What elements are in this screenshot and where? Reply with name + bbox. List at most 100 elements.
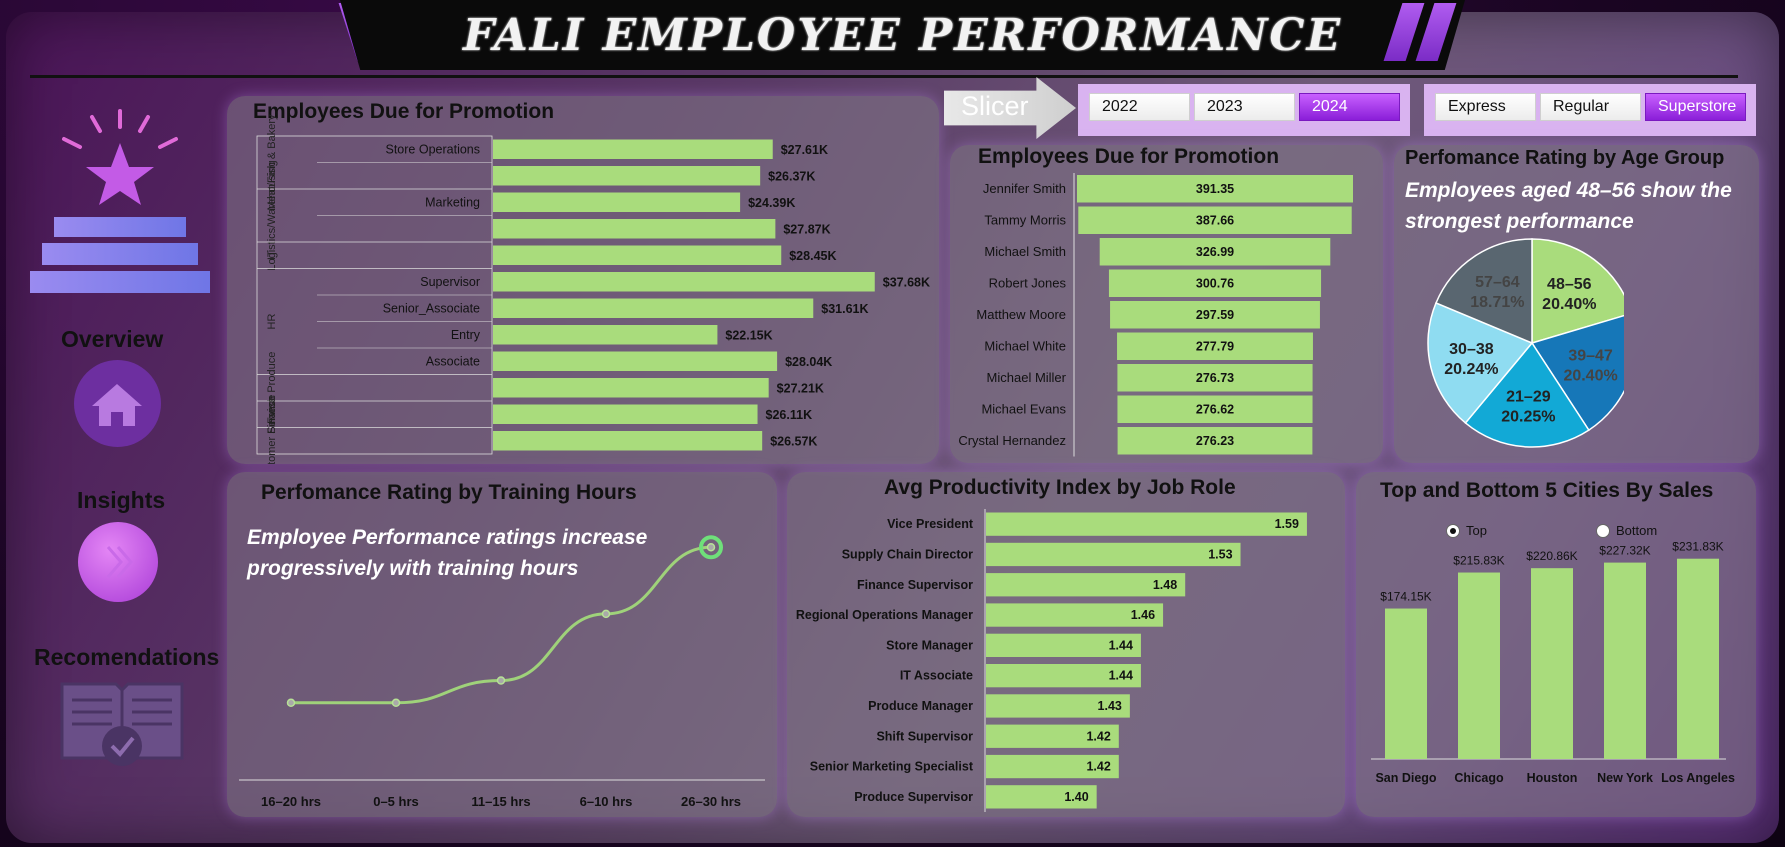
age-slice-label: 39–47: [1568, 348, 1613, 365]
emp-bar: [1077, 175, 1353, 203]
prod-data-label: 1.59: [1275, 517, 1299, 531]
year-2023-button[interactable]: 2023: [1194, 93, 1295, 121]
prod-category-label: Produce Manager: [868, 699, 973, 713]
year-2022-button[interactable]: 2022: [1089, 93, 1190, 121]
age-slice-value: 18.71%: [1470, 294, 1524, 311]
prod-bar: [986, 664, 1141, 688]
emp-category-label: Robert Jones: [989, 275, 1067, 290]
dept-group-label: Finance: [266, 395, 278, 434]
nav-overview-button[interactable]: [74, 360, 161, 447]
prod-data-label: 1.53: [1208, 547, 1232, 561]
age-slice-label: 48–56: [1547, 276, 1592, 293]
title-divider: [30, 75, 1738, 78]
radio-top-option[interactable]: Top: [1446, 523, 1487, 538]
dept-bar: [493, 404, 758, 424]
book-check-icon[interactable]: [58, 678, 186, 770]
store-superstore-button[interactable]: Superstore: [1645, 93, 1746, 121]
emp-bar: [1117, 395, 1313, 423]
prod-category-label: Produce Supervisor: [854, 790, 973, 804]
prod-data-label: 1.44: [1109, 638, 1133, 652]
dept-bar: [493, 351, 778, 371]
city-x-tick: Los Angeles: [1661, 771, 1735, 785]
emp-data-label: 276.62: [1196, 402, 1234, 416]
dept-category-label: Entry: [451, 328, 481, 342]
radio-bottom-circle[interactable]: [1596, 523, 1610, 538]
prod-category-label: Senior Marketing Specialist: [810, 760, 974, 774]
prod-category-label: Shift Supervisor: [876, 729, 973, 743]
training-hours-insight: Employee Performance ratings increase pr…: [247, 526, 648, 580]
prod-bar: [986, 754, 1119, 779]
radio-top-circle[interactable]: [1446, 523, 1460, 538]
emp-bar: [1117, 427, 1313, 455]
prod-bar: [986, 785, 1097, 809]
dept-category-label: Associate: [426, 354, 480, 368]
training-point: [391, 698, 401, 708]
dept-group-label: HR: [266, 314, 278, 330]
age-pie-slice: [1435, 238, 1533, 345]
emp-category-label: Michael White: [984, 338, 1066, 353]
emp-data-label: 300.76: [1196, 276, 1234, 290]
emp-bar: [1110, 301, 1320, 329]
nav-overview-label: Overview: [61, 326, 164, 352]
emp-bar: [1108, 269, 1322, 297]
promotion-by-employee-title: Employees Due for Promotion: [978, 145, 1280, 168]
age-slice-label: 57–64: [1475, 274, 1520, 291]
emp-data-label: 276.73: [1196, 371, 1234, 385]
dept-data-label: $26.37K: [768, 169, 815, 183]
training-point: [601, 609, 611, 619]
dept-category-label: Store Operations: [386, 142, 481, 156]
dept-data-label: $26.57K: [770, 434, 817, 448]
prod-data-label: 1.43: [1098, 699, 1122, 713]
dept-bar: [493, 272, 875, 292]
dept-data-label: $24.39K: [748, 196, 795, 210]
nav-insights-button[interactable]: [78, 522, 158, 602]
emp-category-label: Jennifer Smith: [983, 181, 1066, 196]
promotion-by-department-title: Employees Due for Promotion: [253, 100, 555, 123]
prod-data-label: 1.44: [1109, 669, 1133, 683]
dept-data-label: $27.21K: [777, 381, 824, 395]
dept-bar: [493, 166, 761, 186]
cities-bar-chart: $174.15K San Diego $215.83K Chicago $220.86K…: [1371, 540, 1735, 785]
radio-bottom-option[interactable]: Bottom: [1596, 523, 1657, 538]
age-pie-slice: [1530, 314, 1624, 432]
emp-bar: [1099, 238, 1331, 266]
dept-category-label: Marketing: [425, 195, 480, 209]
prod-data-label: 1.48: [1153, 578, 1177, 592]
store-express-button[interactable]: Express: [1435, 93, 1536, 121]
prod-bar: [986, 603, 1164, 627]
city-x-tick: San Diego: [1375, 771, 1436, 785]
dept-bar: [493, 431, 763, 451]
nav-recommendations-label: Recomendations: [34, 644, 220, 670]
dept-group-label: Customer Service: [266, 397, 278, 464]
slicer-label: Slicer: [961, 91, 1029, 121]
dept-group-label: Logistics/Warehousing: [266, 160, 278, 270]
training-series-line: [291, 545, 712, 705]
year-2024-button[interactable]: 2024: [1299, 93, 1400, 121]
training-x-tick: 26–30 hrs: [681, 794, 741, 809]
dept-category-label: Supervisor: [420, 275, 480, 289]
emp-category-label: Michael Miller: [987, 370, 1067, 385]
prod-data-label: 1.46: [1131, 608, 1155, 622]
city-data-label: $227.32K: [1599, 544, 1650, 558]
radio-bottom-label: Bottom: [1616, 523, 1658, 538]
cities-title: Top and Bottom 5 Cities By Sales: [1380, 479, 1714, 502]
city-bar: [1531, 568, 1573, 759]
training-x-tick: 0–5 hrs: [373, 794, 419, 809]
city-bar: [1677, 558, 1719, 759]
prod-bar: [986, 724, 1119, 748]
prod-category-label: Regional Operations Manager: [796, 608, 973, 622]
dept-bar: [493, 139, 773, 159]
dept-data-label: $26.11K: [766, 408, 813, 422]
prod-category-label: Supply Chain Director: [842, 547, 973, 561]
age-slice-value: 20.40%: [1563, 368, 1617, 385]
emp-category-label: Tammy Morris: [984, 212, 1066, 227]
dept-data-label: $27.61K: [781, 143, 828, 157]
training-x-tick: 6–10 hrs: [580, 794, 633, 809]
dept-bar: [493, 325, 718, 345]
city-bar: [1604, 562, 1646, 759]
title-bar: FALI EMPLOYEE PERFORMANCE: [340, 0, 1465, 70]
dept-bar: [493, 298, 814, 318]
city-x-tick: Chicago: [1454, 771, 1504, 785]
store-regular-button[interactable]: Regular: [1540, 93, 1641, 121]
dept-data-label: $31.61K: [821, 302, 868, 316]
